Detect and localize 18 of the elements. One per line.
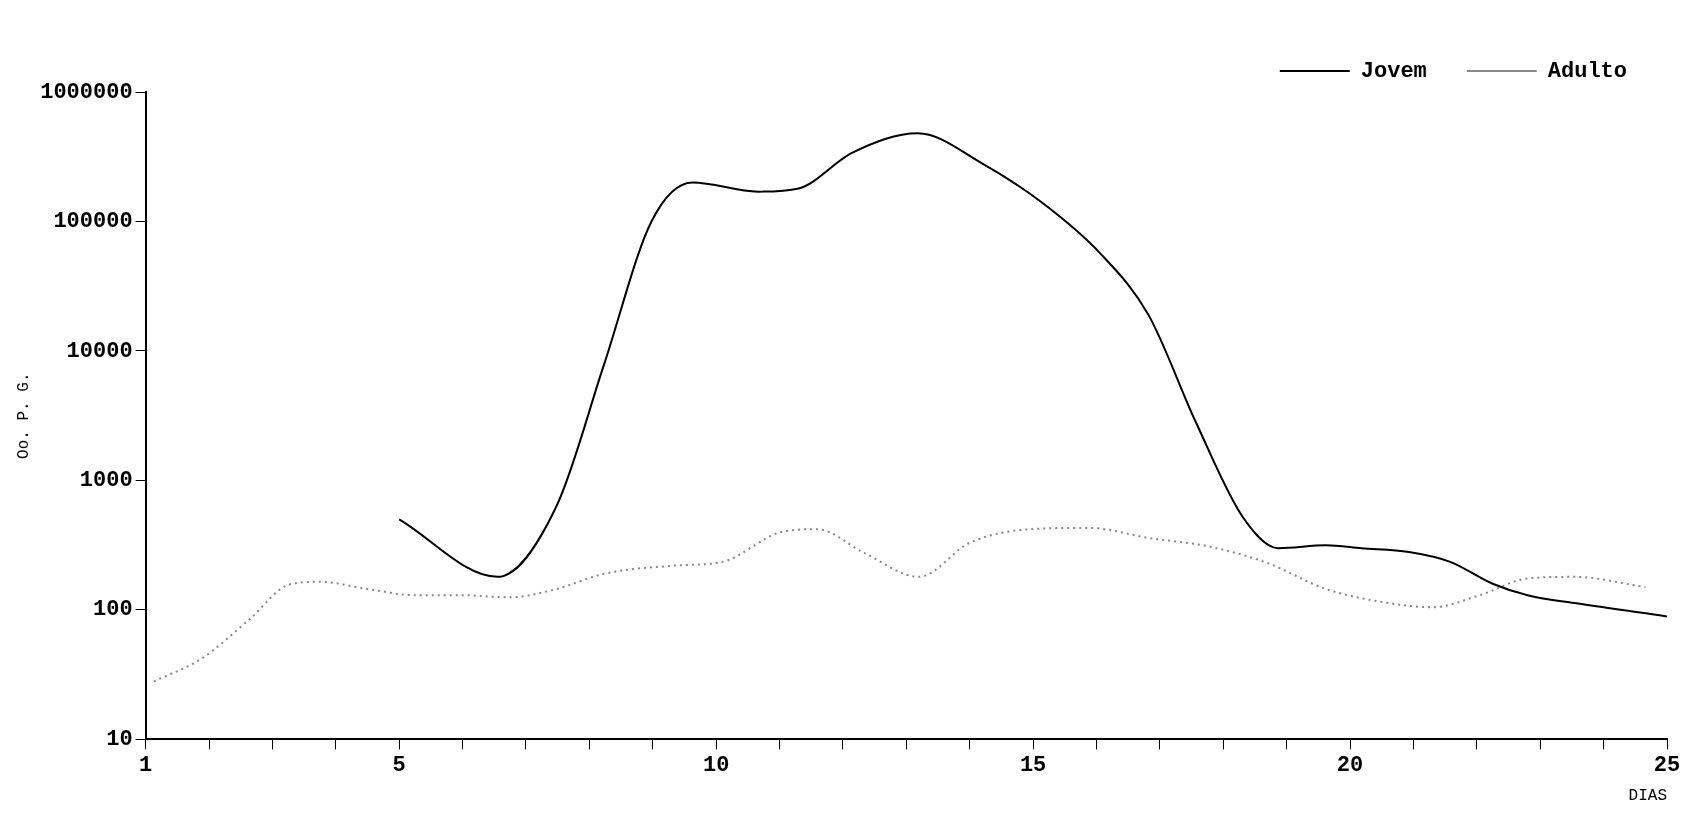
y-tick-label: 100000 <box>53 209 133 235</box>
x-tick-label: 10 <box>702 753 730 779</box>
y-tick-label: 1000 <box>79 467 133 493</box>
y-axis-title: Oo. P. G. <box>14 372 33 459</box>
x-tick-label: 20 <box>1336 753 1364 779</box>
y-tick-label: 10000 <box>66 338 133 364</box>
y-tick-label: 10 <box>106 726 133 752</box>
legend-label: Jovem <box>1360 58 1427 84</box>
legend-label: Adulto <box>1547 58 1628 84</box>
x-tick-label: 25 <box>1653 753 1681 779</box>
line-series <box>152 526 1647 683</box>
x-axis-title: DIAS <box>1628 786 1667 805</box>
x-tick-label: 15 <box>1019 753 1047 779</box>
y-tick-label: 1000000 <box>40 79 133 105</box>
y-tick-label: 100 <box>93 597 133 623</box>
line-series <box>398 132 1667 618</box>
x-tick-label: 5 <box>392 753 406 779</box>
x-tick-label: 1 <box>139 753 153 779</box>
